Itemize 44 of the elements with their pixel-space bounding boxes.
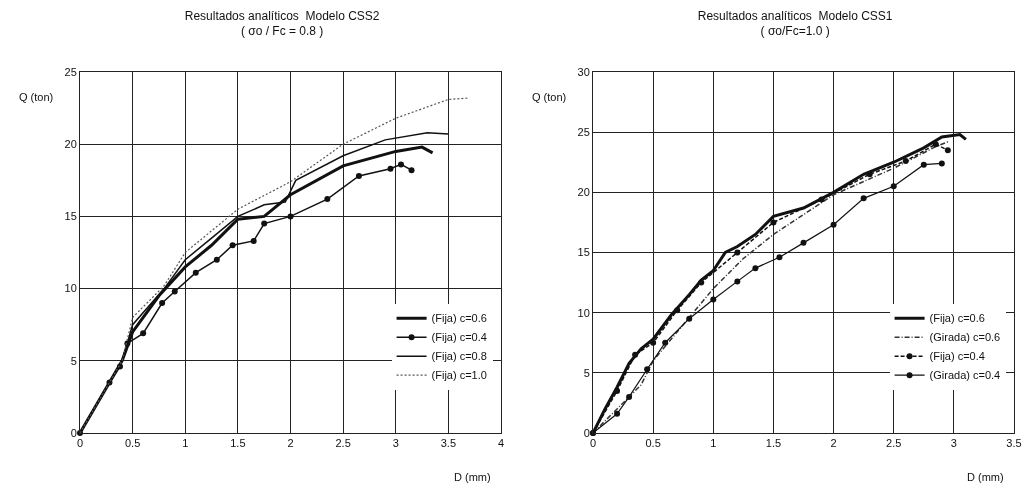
x-tick-label: 1.5 bbox=[765, 437, 782, 450]
y-tick-label: 10 bbox=[577, 306, 590, 319]
legend-label: (Fija) c=0.4 bbox=[929, 350, 985, 363]
legend-label: (Fija) c=0.8 bbox=[431, 350, 487, 363]
legend-label: (Girada) c=0.4 bbox=[929, 369, 1001, 382]
x-tick-label: 0.5 bbox=[645, 437, 661, 450]
y-tick-label: 0 bbox=[583, 426, 590, 439]
x-tick-label: 2.5 bbox=[886, 437, 902, 450]
y-tick-label: 5 bbox=[70, 354, 77, 367]
y-tick-label: 10 bbox=[64, 282, 77, 295]
y-tick-label: 0 bbox=[70, 426, 77, 439]
y-tick-label: 5 bbox=[583, 366, 590, 379]
x-tick-label: 2.5 bbox=[335, 437, 351, 450]
x-tick-label: 3.5 bbox=[440, 437, 457, 450]
chart-title: Resultados analíticos Modelo CSS2 bbox=[184, 8, 380, 23]
y-tick-label: 20 bbox=[64, 138, 77, 151]
x-tick-label: 3 bbox=[392, 437, 399, 450]
legend-label: (Fija) c=1.0 bbox=[431, 369, 487, 382]
legend-label: (Fija) c=0.6 bbox=[431, 312, 487, 325]
chart-subtitle: ( σo/Fc=1.0 ) bbox=[760, 24, 830, 39]
y-tick-label: 30 bbox=[577, 65, 590, 78]
y-axis-title: Q (ton) bbox=[532, 91, 567, 103]
x-tick-label: 0.5 bbox=[124, 437, 141, 450]
y-tick-label: 25 bbox=[64, 65, 77, 78]
y-axis-title: Q (ton) bbox=[19, 91, 54, 103]
x-tick-label: 3 bbox=[950, 437, 957, 450]
x-tick-label: 1 bbox=[710, 437, 717, 450]
x-axis-title: D (mm) bbox=[967, 471, 1004, 483]
x-tick-label: 3.5 bbox=[1006, 437, 1022, 450]
x-tick-label: 1 bbox=[182, 437, 189, 450]
x-tick-label: 1.5 bbox=[230, 437, 246, 450]
x-tick-label: 4 bbox=[497, 437, 505, 450]
x-axis-title: D (mm) bbox=[454, 471, 491, 483]
legend-label: (Girada) c=0.6 bbox=[929, 331, 1001, 344]
legend-label: (Fija) c=0.4 bbox=[431, 331, 487, 344]
x-tick-label: 2 bbox=[287, 437, 294, 450]
y-tick-label: 15 bbox=[64, 210, 77, 223]
y-tick-label: 25 bbox=[577, 126, 590, 139]
x-tick-label: 2 bbox=[830, 437, 837, 450]
chart-subtitle: ( σo / Fc = 0.8 ) bbox=[240, 24, 324, 39]
legend-label: (Fija) c=0.6 bbox=[929, 312, 985, 325]
chart-title: Resultados analíticos Modelo CSS1 bbox=[697, 8, 893, 23]
y-tick-label: 20 bbox=[577, 186, 590, 199]
y-tick-label: 15 bbox=[577, 246, 590, 259]
